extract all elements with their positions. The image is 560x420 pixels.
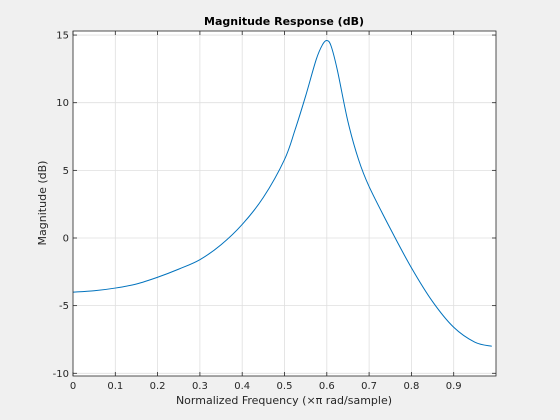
- x-tick-label: 0.1: [107, 381, 123, 392]
- x-tick-label: 0.3: [192, 381, 208, 392]
- x-tick-label: 0.7: [361, 381, 377, 392]
- x-axis-label: Normalized Frequency (×π rad/sample): [176, 394, 392, 407]
- series-layer: [72, 39, 492, 347]
- ticks: 0 0.1 0.2 0.3 0.4 0.5 0.6 0.7 0.8 0.9 -10 -5 0 5 10 15: [53, 31, 496, 392]
- x-tick-label: 0.6: [319, 381, 335, 392]
- x-tick-label: 0.8: [403, 381, 419, 392]
- y-tick-label: -5: [59, 301, 69, 312]
- x-tick-label: 0.9: [446, 381, 462, 392]
- y-tick-label: -10: [53, 369, 69, 380]
- y-tick-label: 5: [63, 166, 69, 177]
- chart-title: Magnitude Response (dB): [204, 15, 364, 28]
- x-tick-label: 0.4: [234, 381, 250, 392]
- y-axis-label: Magnitude (dB): [36, 161, 49, 246]
- y-tick-label: 15: [56, 31, 69, 42]
- series-line: [72, 39, 492, 347]
- y-tick-label: 0: [63, 234, 69, 245]
- x-tick-label: 0.2: [150, 381, 166, 392]
- x-tick-label: 0: [70, 381, 76, 392]
- y-tick-label: 10: [56, 98, 69, 109]
- x-tick-label: 0.5: [277, 381, 293, 392]
